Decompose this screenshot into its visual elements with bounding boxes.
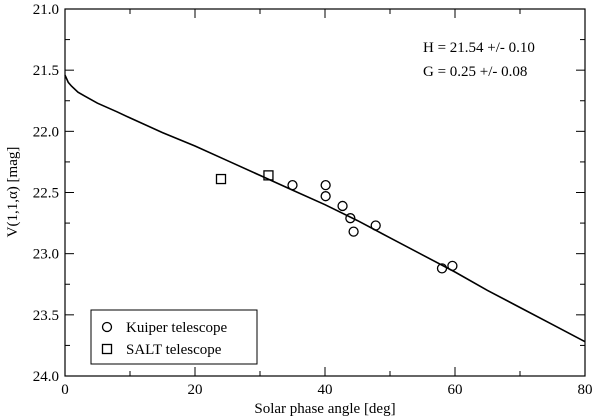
- kuiper-data-point: [436, 263, 448, 274]
- kuiper-data-point: [287, 180, 298, 191]
- y-axis-label: V(1,1,α) [mag]: [5, 147, 21, 238]
- y-tick-label: 21.5: [33, 63, 59, 79]
- x-tick-label: 80: [578, 382, 593, 398]
- fit-curve-layer: [64, 74, 586, 343]
- y-tick-label: 22.0: [33, 124, 59, 140]
- legend-salt-label: SALT telescope: [126, 342, 222, 358]
- y-tick-label: 23.5: [33, 308, 59, 324]
- kuiper-data-point: [337, 200, 348, 212]
- salt-data-point: [215, 173, 227, 185]
- fit-curve: [64, 74, 586, 343]
- data-points-layer: [215, 170, 458, 274]
- y-tick-label: 21.0: [33, 2, 59, 18]
- legend: Kuiper telescope SALT telescope: [90, 309, 258, 365]
- annotation-h: H = 21.54 +/- 0.10: [423, 40, 535, 56]
- x-tick-label: 20: [188, 382, 203, 398]
- x-axis-label: Solar phase angle [deg]: [254, 401, 395, 417]
- axes-layer: 0 20 40 60 80 21.0 21.5 22.0 22.5 23.0 23.5 24.0: [33, 2, 593, 398]
- kuiper-data-point: [320, 180, 331, 191]
- x-tick-label: 60: [448, 382, 463, 398]
- kuiper-data-point: [320, 191, 331, 202]
- annotation-g: G = 0.25 +/- 0.08: [423, 64, 527, 80]
- y-tick-label: 22.5: [33, 186, 59, 202]
- kuiper-data-point: [370, 220, 381, 231]
- legend-kuiper-marker: [101, 321, 113, 333]
- x-tick-label: 0: [61, 382, 69, 398]
- kuiper-data-point: [447, 260, 458, 272]
- x-tick-label: 40: [318, 382, 333, 398]
- y-tick-label: 23.0: [33, 247, 59, 263]
- kuiper-data-point: [348, 226, 359, 237]
- legend-box: [90, 309, 258, 365]
- salt-data-point: [263, 170, 274, 181]
- legend-salt-marker: [101, 343, 113, 355]
- kuiper-data-point: [345, 213, 356, 224]
- y-tick-label: 24.0: [33, 369, 59, 385]
- legend-kuiper-label: Kuiper telescope: [126, 320, 228, 336]
